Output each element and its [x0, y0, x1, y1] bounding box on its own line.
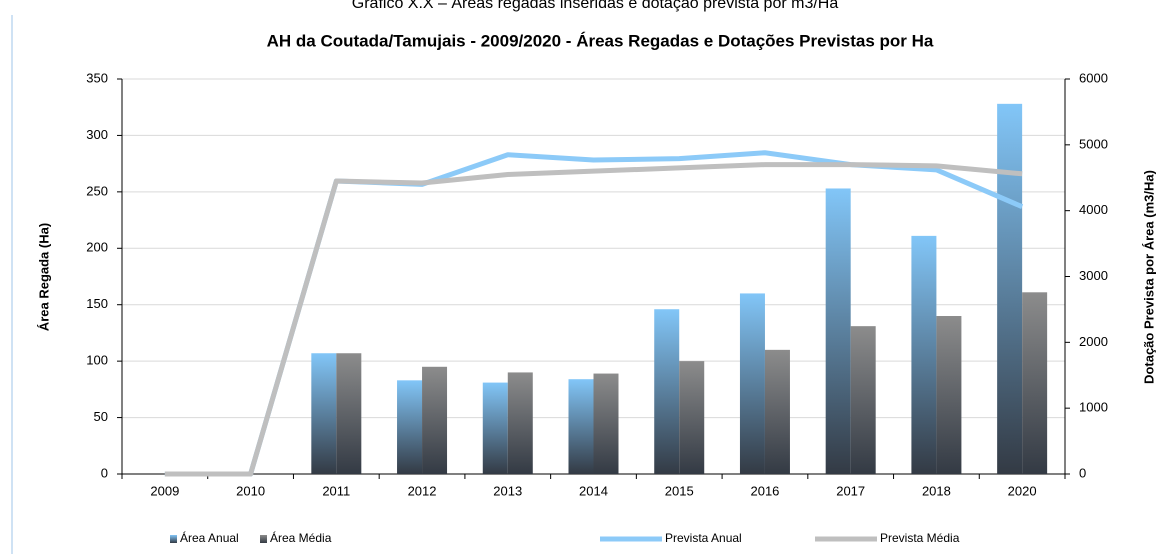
bar — [679, 361, 705, 474]
y2-tick-label: 4000 — [1079, 202, 1108, 217]
bar — [482, 382, 508, 474]
legend-label: Prevista Anual — [665, 531, 742, 545]
x-tick-label: 2011 — [322, 483, 350, 498]
legend-label: Área Média — [270, 530, 332, 545]
bar — [1022, 292, 1048, 474]
bar — [397, 380, 423, 474]
x-tick-label: 2015 — [665, 483, 694, 498]
bar — [654, 309, 680, 474]
bar — [825, 188, 851, 474]
bar — [997, 103, 1023, 474]
x-tick-label: 2009 — [150, 483, 179, 498]
x-tick-label: 2018 — [922, 483, 951, 498]
bar — [311, 353, 337, 474]
y-tick-label: 350 — [86, 70, 108, 85]
chart-title: AH da Coutada/Tamujais - 2009/2020 - Áre… — [267, 31, 934, 50]
line — [164, 162, 1023, 477]
y-tick-label: 250 — [86, 183, 108, 198]
y-tick-label: 100 — [86, 353, 108, 368]
x-tick-label: 2010 — [236, 483, 265, 498]
bar — [764, 349, 790, 474]
y-tick-label: 0 — [101, 465, 108, 480]
bar — [850, 326, 876, 474]
y-tick-label: 150 — [86, 296, 108, 311]
legend-label: Prevista Média — [880, 531, 960, 545]
y-tick-label: 50 — [94, 409, 108, 424]
y2-tick-label: 5000 — [1079, 136, 1108, 151]
y-tick-label: 200 — [86, 240, 108, 255]
bar — [739, 293, 765, 474]
bar — [422, 366, 448, 474]
x-tick-label: 2012 — [408, 483, 437, 498]
y2-tick-label: 6000 — [1079, 70, 1108, 85]
legend-swatch — [170, 535, 177, 543]
bar — [336, 353, 362, 474]
bar — [507, 372, 533, 474]
legend-label: Área Anual — [180, 530, 239, 545]
y2-tick-label: 3000 — [1079, 268, 1108, 283]
x-tick-label: 2013 — [493, 483, 522, 498]
y-axis-title: Área Regada (Ha) — [36, 223, 51, 331]
y2-tick-label: 0 — [1079, 465, 1086, 480]
bar — [911, 235, 937, 474]
y2-tick-label: 1000 — [1079, 400, 1108, 415]
x-tick-label: 2017 — [836, 483, 865, 498]
y2-axis-title: Dotação Prevista por Área (m3/Ha) — [1141, 170, 1156, 384]
x-tick-label: 2016 — [750, 483, 779, 498]
bar — [593, 373, 619, 474]
y-tick-label: 300 — [86, 127, 108, 142]
y2-tick-label: 2000 — [1079, 334, 1108, 349]
x-tick-label: 2014 — [579, 483, 608, 498]
caption: Gráfico X.X – Áreas regadas inseridas e … — [352, 0, 839, 12]
bar — [936, 316, 962, 474]
legend-swatch — [260, 535, 267, 543]
x-tick-label: 2020 — [1008, 483, 1037, 498]
bar — [568, 379, 594, 474]
